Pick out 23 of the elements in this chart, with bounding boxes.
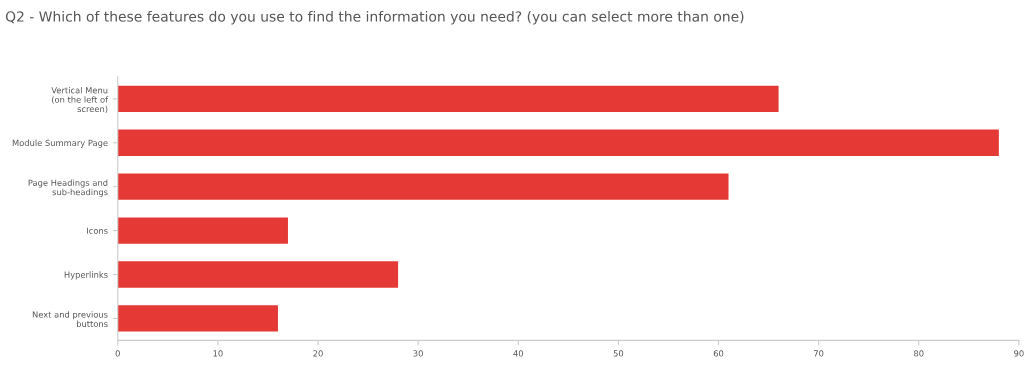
bar [117, 261, 399, 288]
y-tick-label: Next and previous buttons [32, 311, 108, 327]
x-tick-label: 20 [313, 350, 323, 357]
bar [117, 85, 779, 112]
y-tick-label: Icons [87, 227, 108, 234]
y-tick-label: Vertical Menu (on the left of screen) [51, 86, 109, 114]
x-tick-label: 60 [713, 350, 724, 357]
chart-title: Q2 - Which of these features do you use to find the information you need? (you can select more than one) [5, 10, 744, 25]
x-tick-label: 30 [413, 350, 423, 357]
x-tick-label: 40 [513, 350, 524, 357]
bar [117, 129, 999, 156]
bar [117, 305, 278, 332]
x-tick-label: 70 [814, 350, 824, 357]
x-tick-label: 50 [613, 350, 624, 357]
y-tick-label: Module Summary Page [12, 139, 108, 148]
bar [117, 173, 729, 200]
x-tick-label: 80 [914, 350, 924, 357]
y-tick-label: Page Headings and sub-headings [28, 179, 108, 197]
x-tick-label: 0 [115, 350, 120, 357]
x-tick-label: 90 [1014, 350, 1024, 357]
x-tick-label: 10 [213, 350, 223, 357]
bar [117, 217, 288, 244]
y-tick-label: Hyperlinks [64, 271, 108, 280]
